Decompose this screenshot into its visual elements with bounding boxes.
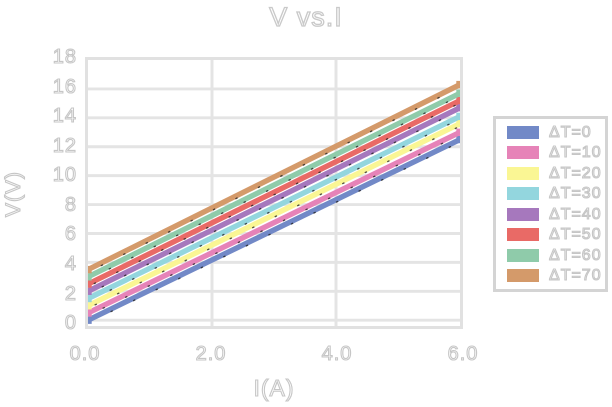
legend-item: ΔT=50 [496,226,605,244]
legend-item: ΔT=70 [496,267,605,285]
series-line [88,129,460,316]
series-marker [88,302,92,310]
legend-label: ΔT=20 [548,164,602,182]
legend-swatch [507,228,539,242]
y-tick-label: 2 [64,282,77,305]
series-marker [456,104,460,112]
series-marker [88,309,92,317]
legend-swatch [507,166,539,180]
legend-label: ΔT=30 [548,185,602,203]
y-tick-label: 14 [52,105,77,128]
plot-area [85,57,463,329]
series-marker [456,89,460,97]
legend-item: ΔT=40 [496,205,605,223]
series-marker [88,273,92,281]
legend-label: ΔT=10 [548,144,602,162]
y-tick-label: 6 [64,223,77,246]
series-marker [88,294,92,303]
legend-label: ΔT=0 [548,123,592,141]
x-tick-label: 2.0 [195,342,227,365]
series-marker [88,280,92,288]
y-tick-label: 18 [52,45,77,68]
legend-item: ΔT=0 [496,123,605,141]
series-marker [456,112,460,121]
x-axis-label: I(A) [253,374,295,401]
series-line [88,82,460,273]
legend-swatch [507,146,539,160]
legend-swatch [507,187,539,201]
series-marker [88,265,92,274]
series-line [88,90,460,280]
y-tick-label: 10 [52,164,77,187]
series-marker [88,316,92,324]
legend-item: ΔT=10 [496,144,605,162]
legend-item: ΔT=20 [496,164,605,182]
x-tick-label: 4.0 [321,342,353,365]
plot-svg [88,60,460,326]
legend-swatch [507,125,539,139]
chart-title: V vs.I [269,1,343,32]
series-line [88,137,460,323]
legend-label: ΔT=60 [548,246,602,264]
series-marker [456,96,460,105]
x-tick-label: 0.0 [69,342,101,365]
series-marker [456,119,460,128]
legend-swatch [507,248,539,262]
legend-swatch [507,269,539,283]
series-marker [456,80,460,89]
legend-swatch [507,207,539,221]
series-line [88,113,460,301]
series-marker [88,287,92,295]
series-marker [456,128,460,136]
legend-label: ΔT=50 [548,226,602,244]
legend-label: ΔT=40 [548,205,602,223]
y-tick-label: 8 [64,193,77,216]
legend-item: ΔT=60 [496,246,605,264]
y-tick-label: 16 [52,75,77,98]
y-tick-label: 0 [64,312,77,335]
series-line [88,98,460,287]
series-line [88,121,460,309]
y-tick-label: 12 [52,134,77,157]
series-sketch-dashes [88,102,460,288]
legend-item: ΔT=30 [496,185,605,203]
y-axis-label: V(V) [1,170,25,217]
legend: ΔT=0 ΔT=10 ΔT=20 ΔT=30 ΔT=40 ΔT=50 ΔT=60 ΔT=70 [493,116,608,292]
x-tick-label: 6.0 [447,342,479,365]
legend-label: ΔT=70 [548,267,602,285]
series-line [88,105,460,294]
series-marker [456,135,460,144]
y-tick-label: 4 [64,252,77,275]
